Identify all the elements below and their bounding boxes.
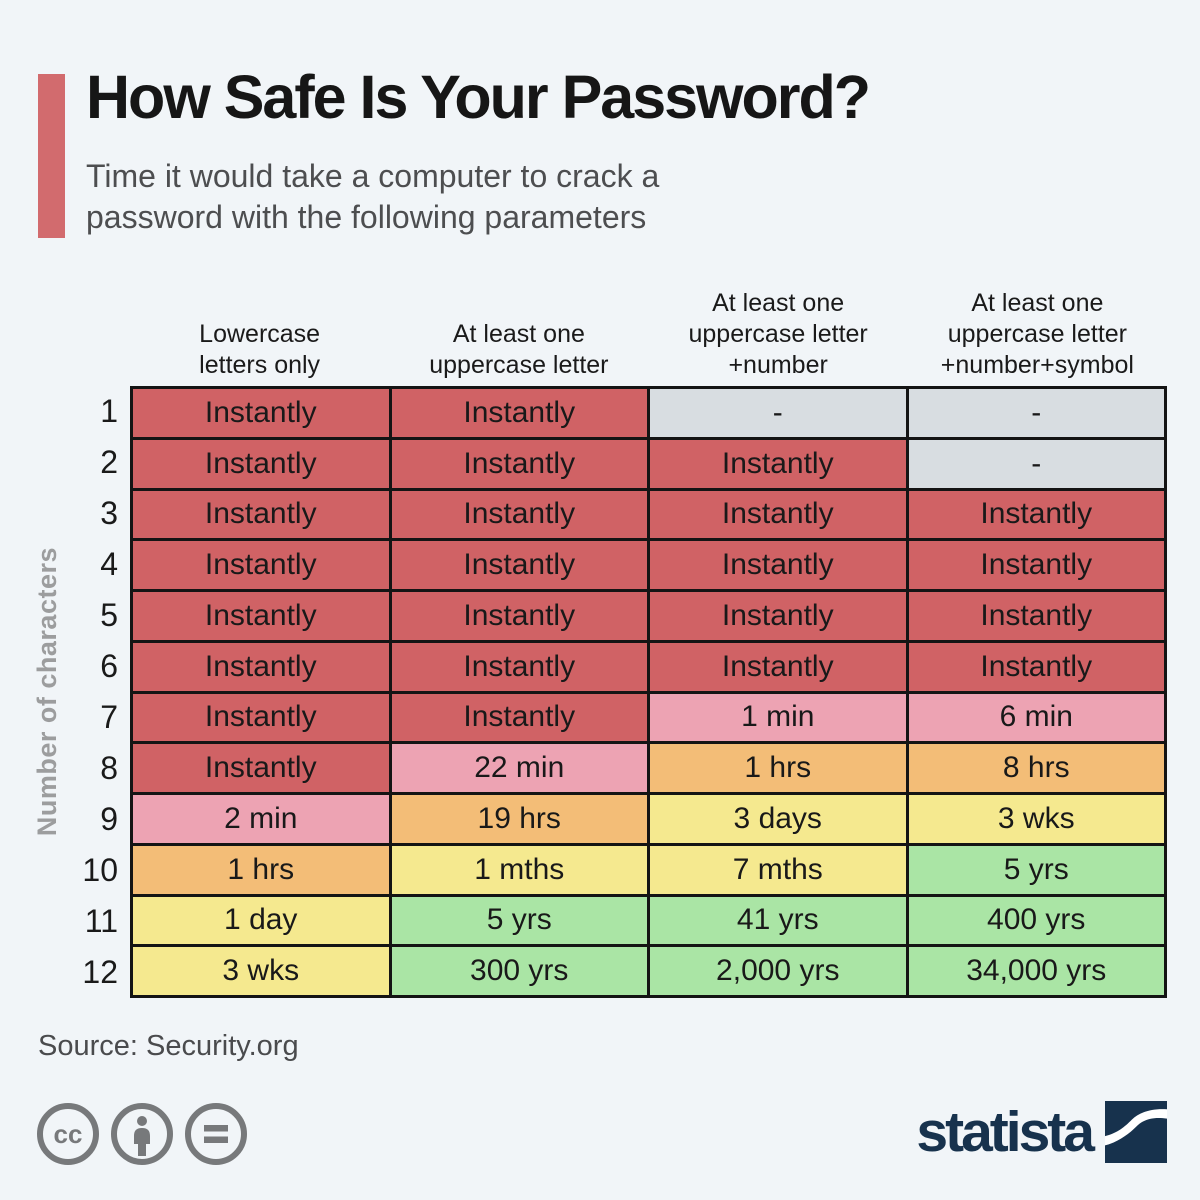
table-cell: 2,000 yrs: [650, 947, 906, 995]
table-cell: 3 wks: [908, 795, 1164, 843]
row-number: 7: [100, 699, 118, 735]
table-cell: 2 min: [133, 795, 389, 843]
column-header: At least one uppercase letter +number: [688, 289, 868, 379]
table-cell: 1 min: [650, 693, 906, 742]
attribution-icon: [111, 1103, 173, 1165]
table-cell: Instantly: [391, 439, 647, 488]
table-cell: Instantly: [133, 490, 389, 539]
table-cell: Instantly: [908, 490, 1164, 539]
row-numbers: 1 2 3 4 5 6 7 8 9 10 11 12: [50, 386, 120, 998]
table-cell: Instantly: [133, 541, 389, 589]
subtitle-line: Time it would take a computer to crack a: [86, 158, 660, 194]
row-number: 2: [100, 444, 118, 480]
row-number: 11: [84, 903, 118, 939]
table-cell: Instantly: [133, 389, 389, 437]
table-cell: 7 mths: [650, 845, 906, 894]
row-number: 10: [82, 852, 118, 888]
table-cell: Instantly: [650, 642, 906, 691]
table-cell: Instantly: [650, 439, 906, 488]
svg-text:cc: cc: [54, 1119, 83, 1149]
table-cell: Instantly: [391, 642, 647, 691]
table-cell: 1 mths: [391, 845, 647, 894]
page-subtitle: Time it would take a computer to crack a…: [86, 156, 986, 238]
table-cell: Instantly: [391, 389, 647, 437]
table-cell: -: [908, 439, 1164, 488]
table-cell: 1 hrs: [650, 744, 906, 792]
row-number: 9: [100, 801, 118, 837]
table-cell: 8 hrs: [908, 744, 1164, 792]
table-cell: 5 yrs: [908, 845, 1164, 894]
column-header: At least one uppercase letter +number+symb…: [940, 289, 1134, 379]
row-number: 12: [82, 954, 118, 990]
row-number: 1: [100, 393, 118, 429]
table-cell: 34,000 yrs: [908, 947, 1164, 995]
row-number: 3: [100, 495, 118, 531]
table-cell: 6 min: [908, 693, 1164, 742]
table-cell: Instantly: [650, 541, 906, 589]
row-number: 4: [100, 546, 118, 582]
table-cell: Instantly: [908, 642, 1164, 691]
table-cell: -: [650, 389, 906, 437]
password-crack-time-table: Instantly Instantly - - Instantly Instantly In…: [130, 386, 1167, 998]
table-cell: Instantly: [133, 592, 389, 640]
table-cell: 400 yrs: [908, 896, 1164, 945]
table-cell: Instantly: [133, 744, 389, 792]
column-headers: Lowercase letters only At least one upperca…: [130, 266, 1167, 386]
statista-mark-icon: [1105, 1101, 1167, 1163]
cc-icon: cc: [37, 1103, 99, 1165]
table-cell: 300 yrs: [391, 947, 647, 995]
table-cell: Instantly: [391, 693, 647, 742]
table-cell: 19 hrs: [391, 795, 647, 843]
table-cell: Instantly: [391, 592, 647, 640]
table-cell: -: [908, 389, 1164, 437]
subtitle-line: password with the following parameters: [86, 199, 647, 235]
statista-logo: statista: [916, 1098, 1167, 1166]
row-number: 6: [100, 648, 118, 684]
table-cell: 5 yrs: [391, 896, 647, 945]
table-cell: 22 min: [391, 744, 647, 792]
table-cell: 1 day: [133, 896, 389, 945]
table-cell: Instantly: [908, 541, 1164, 589]
table-cell: Instantly: [650, 592, 906, 640]
accent-bar: [38, 74, 65, 238]
table-cell: 3 days: [650, 795, 906, 843]
row-number: 8: [100, 750, 118, 786]
statista-wordmark: statista: [916, 1100, 1095, 1164]
table-cell: Instantly: [908, 592, 1164, 640]
source-text: Source: Security.org: [38, 1030, 299, 1062]
page-title: How Safe Is Your Password?: [86, 63, 871, 131]
table-cell: Instantly: [391, 490, 647, 539]
table-cell: Instantly: [650, 490, 906, 539]
table-cell: 1 hrs: [133, 845, 389, 894]
row-number: 5: [100, 597, 118, 633]
table-cell: Instantly: [391, 541, 647, 589]
equals-icon: [185, 1103, 247, 1165]
table-cell: Instantly: [133, 642, 389, 691]
column-header: Lowercase letters only: [199, 320, 321, 379]
license-icons: cc: [36, 1102, 248, 1166]
column-header: At least one uppercase letter: [429, 320, 609, 379]
table-cell: 41 yrs: [650, 896, 906, 945]
table-cell: 3 wks: [133, 947, 389, 995]
table-cell: Instantly: [133, 439, 389, 488]
table-cell: Instantly: [133, 693, 389, 742]
